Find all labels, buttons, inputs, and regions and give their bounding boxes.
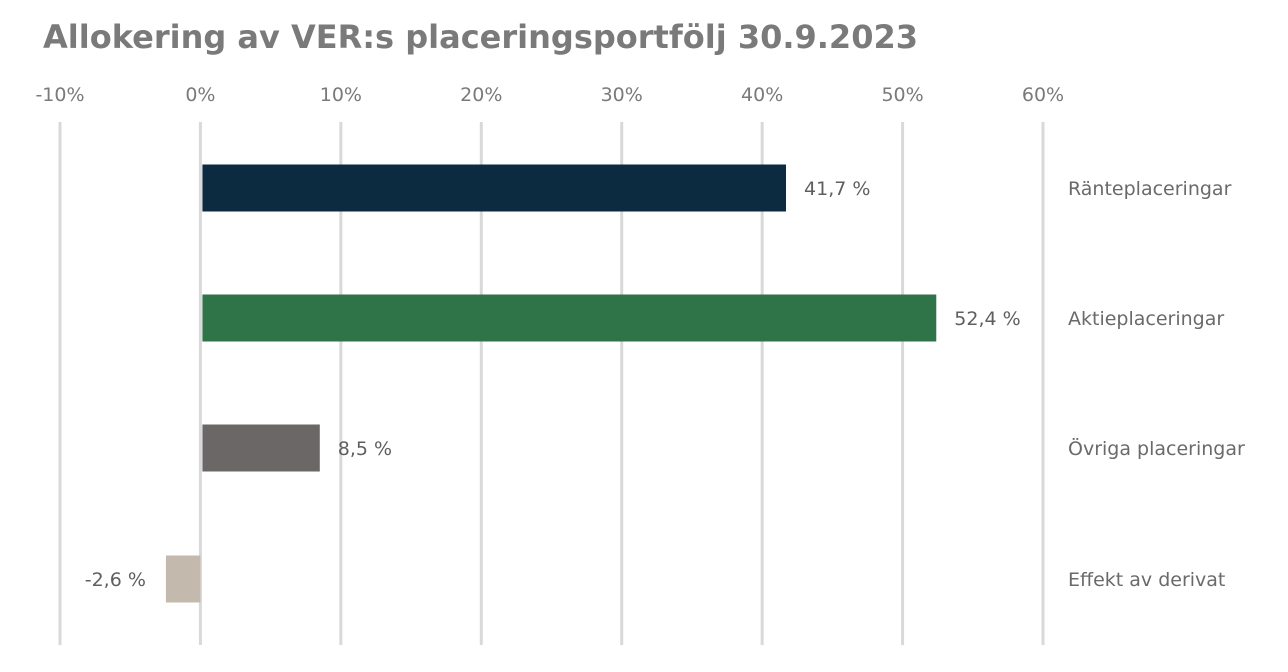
x-tick-label: 20% xyxy=(460,84,502,106)
category-label: Aktieplaceringar xyxy=(1068,308,1224,330)
bar xyxy=(202,294,937,342)
category-label: Övriga placeringar xyxy=(1068,437,1245,460)
data-labels: 41,7 % 52,4 % 8,5 % -2,6 % xyxy=(85,178,1021,591)
chart-title: Allokering av VER:s placeringsportfölj 3… xyxy=(43,18,918,56)
category-label: Effekt av derivat xyxy=(1068,569,1225,591)
category-label: Ränteplaceringar xyxy=(1068,178,1232,200)
x-tick-label: 0% xyxy=(185,84,215,106)
bar xyxy=(202,424,320,472)
data-label: 8,5 % xyxy=(338,438,392,460)
data-label: 41,7 % xyxy=(804,178,870,200)
bars xyxy=(165,164,937,603)
x-tick-label: -10% xyxy=(35,84,84,106)
x-tick-label: 40% xyxy=(741,84,783,106)
x-tick-label: 60% xyxy=(1022,84,1064,106)
x-tick-label: 30% xyxy=(601,84,643,106)
data-label: -2,6 % xyxy=(85,569,146,591)
x-tick-label: 10% xyxy=(320,84,362,106)
bar xyxy=(202,164,787,212)
category-labels: Ränteplaceringar Aktieplaceringar Övriga p… xyxy=(1068,178,1245,591)
x-axis-tick-labels: -10% 0% 10% 20% 30% 40% 50% 60% xyxy=(35,84,1064,106)
bar xyxy=(165,555,201,603)
x-tick-label: 50% xyxy=(881,84,923,106)
data-label: 52,4 % xyxy=(954,308,1020,330)
